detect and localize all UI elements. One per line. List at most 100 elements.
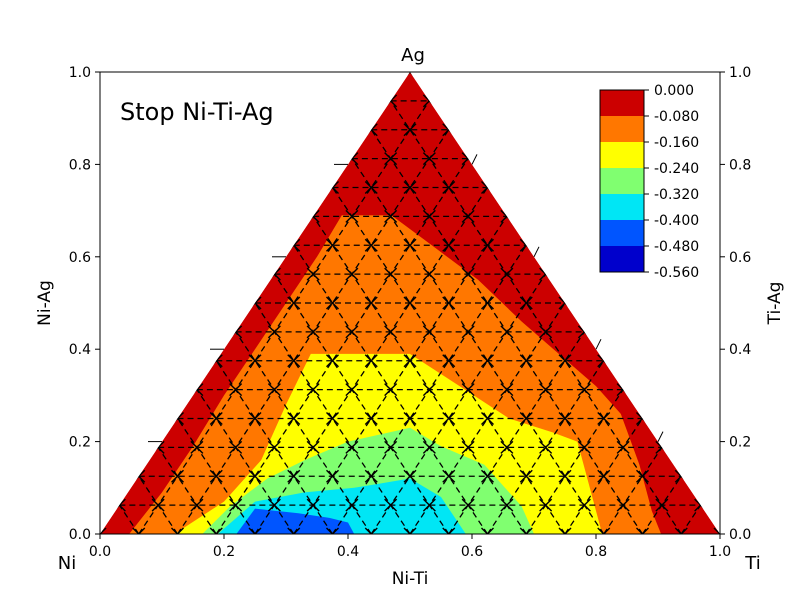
grid-node bbox=[636, 527, 649, 534]
node-stroke bbox=[384, 498, 398, 512]
grid-node bbox=[403, 469, 417, 483]
colorbar-swatch bbox=[600, 116, 644, 142]
node-stroke bbox=[442, 527, 456, 534]
node-stroke bbox=[519, 527, 533, 534]
grid-line-r bbox=[254, 302, 411, 534]
grid-node bbox=[345, 209, 359, 223]
grid-line-l bbox=[525, 389, 624, 534]
grid-node bbox=[481, 412, 494, 425]
grid-node bbox=[636, 469, 649, 483]
node-stroke bbox=[636, 469, 649, 483]
grid-node bbox=[519, 527, 533, 534]
grid-node bbox=[403, 296, 417, 310]
grid-node bbox=[209, 412, 223, 425]
node-stroke bbox=[403, 469, 417, 483]
node-stroke bbox=[403, 527, 417, 534]
grid-node bbox=[403, 181, 417, 194]
grid-node bbox=[403, 238, 417, 252]
grid-node bbox=[442, 469, 456, 483]
node-stroke bbox=[500, 440, 514, 454]
grid-node bbox=[345, 498, 359, 512]
grid-node bbox=[364, 527, 378, 534]
right-edge-tick bbox=[471, 154, 478, 165]
grid-node bbox=[461, 209, 475, 223]
grid-node bbox=[539, 440, 553, 454]
node-stroke bbox=[403, 296, 417, 310]
grid-node bbox=[364, 469, 378, 483]
node-stroke bbox=[267, 383, 281, 397]
grid-node bbox=[248, 527, 262, 534]
vertex-label-top: Ag bbox=[401, 45, 425, 66]
node-stroke bbox=[287, 412, 301, 425]
node-stroke bbox=[500, 498, 514, 512]
node-stroke bbox=[461, 498, 475, 512]
grid-line-l bbox=[370, 273, 547, 534]
grid-node bbox=[519, 354, 533, 368]
node-stroke bbox=[326, 412, 339, 425]
node-stroke bbox=[364, 527, 378, 534]
node-stroke bbox=[422, 440, 436, 454]
node-stroke bbox=[287, 354, 301, 368]
node-stroke bbox=[403, 354, 417, 368]
grid-node bbox=[461, 440, 475, 454]
grid-node bbox=[655, 498, 669, 512]
right-edge-tick bbox=[657, 431, 664, 442]
grid-node bbox=[481, 296, 494, 310]
node-stroke bbox=[306, 498, 320, 512]
grid-node bbox=[209, 469, 223, 483]
node-stroke bbox=[209, 412, 223, 425]
node-stroke bbox=[442, 296, 456, 310]
node-stroke bbox=[287, 527, 301, 534]
grid-node bbox=[442, 412, 456, 425]
node-stroke bbox=[461, 325, 475, 339]
right-edge-tick bbox=[533, 246, 540, 258]
grid-node bbox=[442, 527, 456, 534]
node-stroke bbox=[539, 440, 553, 454]
vertex-label-left: Ni bbox=[58, 553, 76, 574]
grid-node bbox=[345, 383, 359, 397]
grid-node bbox=[500, 440, 514, 454]
grid-node bbox=[481, 469, 494, 483]
grid-line-l bbox=[215, 158, 469, 534]
grid-node bbox=[577, 498, 591, 512]
node-stroke bbox=[364, 354, 378, 368]
grid-node bbox=[461, 383, 475, 397]
node-stroke bbox=[326, 527, 339, 534]
grid-node bbox=[364, 296, 378, 310]
grid-line-r bbox=[235, 331, 372, 534]
ticks: 0.0 0.2 0.4 0.6 0.8 1.00.0 0.00.2 0.20.4 0.40.6 0… bbox=[69, 65, 752, 560]
labels: Stop Ni-Ti-Ag Ag Ni Ti Ni-Ti Ni-Ag Ti-Ag bbox=[35, 45, 785, 589]
node-stroke bbox=[345, 209, 359, 223]
node-stroke bbox=[364, 469, 378, 483]
y-tick-label-right: 0.8 bbox=[729, 157, 751, 173]
grid-node bbox=[100, 527, 107, 534]
grid-node bbox=[171, 469, 184, 483]
grid-node bbox=[326, 238, 339, 252]
plot-frame bbox=[99, 71, 721, 535]
node-stroke bbox=[306, 383, 320, 397]
node-stroke bbox=[151, 498, 165, 512]
grid-node bbox=[577, 383, 591, 397]
grid-node bbox=[597, 469, 611, 483]
grid-node bbox=[539, 325, 553, 339]
node-stroke bbox=[442, 412, 456, 425]
colorbar-label: -0.080 bbox=[654, 109, 699, 125]
node-stroke bbox=[674, 527, 688, 534]
node-stroke bbox=[422, 498, 436, 512]
grid-node bbox=[519, 412, 533, 425]
composition-grid bbox=[100, 72, 720, 534]
node-stroke bbox=[713, 527, 720, 534]
colorbar-legend: 0.000 -0.080 -0.160 -0.240 -0.320 -0.400 -0.48… bbox=[599, 83, 699, 281]
node-stroke bbox=[481, 238, 494, 252]
grid-line-l bbox=[409, 302, 566, 534]
grid-node bbox=[326, 354, 339, 368]
grid-node bbox=[287, 469, 301, 483]
chart-title: Stop Ni-Ti-Ag bbox=[120, 98, 274, 126]
grid-node bbox=[597, 527, 611, 534]
node-stroke bbox=[364, 238, 378, 252]
node-stroke bbox=[655, 498, 669, 512]
node-stroke bbox=[481, 412, 494, 425]
grid-node bbox=[384, 440, 398, 454]
grid-node bbox=[422, 152, 436, 166]
node-stroke bbox=[364, 181, 378, 194]
